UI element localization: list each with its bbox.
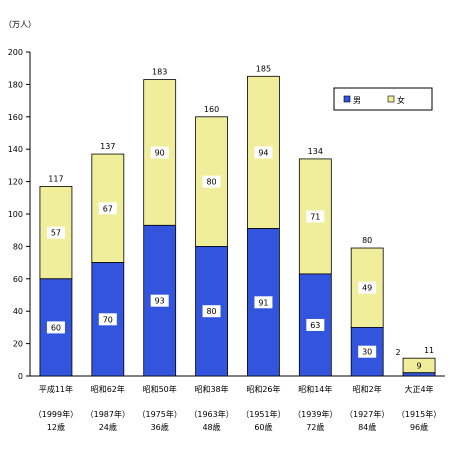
male-value-label: 91: [258, 298, 268, 307]
category-era-label: 昭和2年: [353, 384, 382, 394]
y-tick-label: 100: [8, 210, 23, 219]
total-label: 183: [152, 68, 167, 77]
male-label-box: [98, 313, 117, 326]
y-tick-label: 180: [8, 80, 23, 89]
category-era-label: 大正4年: [405, 384, 434, 394]
category-year-label: （1927年）: [345, 409, 389, 419]
male-value-label: 2: [396, 348, 401, 357]
category-age-label: 24歳: [99, 422, 117, 432]
total-label: 80: [362, 236, 372, 245]
male-label-box: [358, 345, 377, 358]
y-axis-unit-label: （万人）: [4, 20, 36, 29]
category-age-label: 84歳: [358, 422, 376, 432]
female-label-box: [150, 146, 169, 159]
male-value-label: 60: [51, 323, 61, 332]
male-value-label: 93: [155, 297, 165, 306]
category-labels: 平成11年 （1999年） 12歳 昭和62年 （1987年） 24歳 昭和50年 （1975…: [34, 384, 441, 432]
legend-swatch-female: [387, 95, 395, 103]
male-label-box: [306, 318, 325, 331]
female-label-box: [202, 175, 221, 188]
legend: 男女: [333, 87, 433, 111]
legend-label-female: 女: [397, 95, 405, 105]
category-age-label: 36歳: [151, 422, 169, 432]
male-label-box: [254, 296, 273, 309]
category-year-label: （1987年）: [86, 409, 130, 419]
category-age-label: 96歳: [410, 422, 428, 432]
category-era-label: 昭和38年: [194, 384, 228, 394]
y-tick-label: 160: [8, 113, 23, 122]
female-value-label: 49: [362, 284, 372, 293]
male-label-box: [202, 305, 221, 318]
category-year-label: （1975年）: [138, 409, 182, 419]
y-tick-label: 140: [8, 145, 23, 154]
y-tick-label: 0: [18, 372, 23, 381]
total-label: 137: [100, 142, 115, 151]
category-year-label: （1939年）: [293, 409, 337, 419]
female-value-label: 9: [417, 361, 422, 370]
total-label: 117: [48, 174, 63, 183]
legend-label-male: 男: [353, 96, 361, 105]
bar-male: [402, 372, 436, 377]
male-value-label: 80: [206, 307, 216, 316]
female-value-label: 71: [310, 212, 320, 221]
data-labels: 117 60 57 137 70 67 183 93 90 160 80 80 185 91 94 134 63…: [46, 64, 434, 370]
female-label-box: [306, 210, 325, 223]
female-value-label: 90: [155, 148, 165, 157]
bars: [39, 75, 436, 377]
legend-swatch-male: [343, 95, 351, 103]
category-year-label: （1963年）: [189, 409, 233, 419]
category-age-label: 60歳: [254, 422, 272, 432]
total-label: 134: [308, 147, 323, 156]
legend-box: [333, 87, 433, 111]
y-tick-label: 200: [8, 48, 23, 57]
female-value-label: 57: [51, 229, 61, 238]
male-value-label: 70: [103, 315, 113, 324]
category-year-label: （1999年）: [34, 409, 78, 419]
category-age-label: 12歳: [47, 422, 65, 432]
female-label-box: [358, 281, 377, 294]
category-era-label: 平成11年: [39, 384, 73, 394]
category-era-label: 昭和50年: [143, 384, 177, 394]
y-tick-label: 20: [13, 340, 23, 349]
y-tick-label: 80: [13, 242, 23, 251]
male-label-box: [150, 294, 169, 307]
category-era-label: 昭和14年: [298, 384, 332, 394]
category-age-label: 48歳: [202, 422, 220, 432]
category-year-label: （1951年）: [241, 409, 285, 419]
y-tick-label: 40: [13, 307, 23, 316]
female-value-label: 94: [258, 148, 268, 157]
bar-male: [298, 273, 332, 377]
category-era-label: 昭和62年: [91, 384, 125, 394]
male-value-label: 30: [362, 348, 372, 357]
male-label-box: [46, 321, 65, 334]
total-label: 185: [256, 64, 271, 73]
female-label-box: [98, 202, 117, 215]
y-tick-label: 60: [13, 275, 23, 284]
female-label-box: [254, 146, 273, 159]
total-label: 11: [424, 346, 434, 355]
female-value-label: 80: [206, 178, 216, 187]
category-year-label: （1915年）: [397, 409, 441, 419]
category-age-label: 72歳: [306, 422, 324, 432]
y-tick-label: 120: [8, 178, 23, 187]
female-value-label: 67: [103, 204, 113, 213]
male-value-label: 63: [310, 321, 320, 330]
total-label: 160: [204, 105, 219, 114]
category-era-label: 昭和26年: [246, 384, 280, 394]
female-label-box: [46, 226, 65, 239]
